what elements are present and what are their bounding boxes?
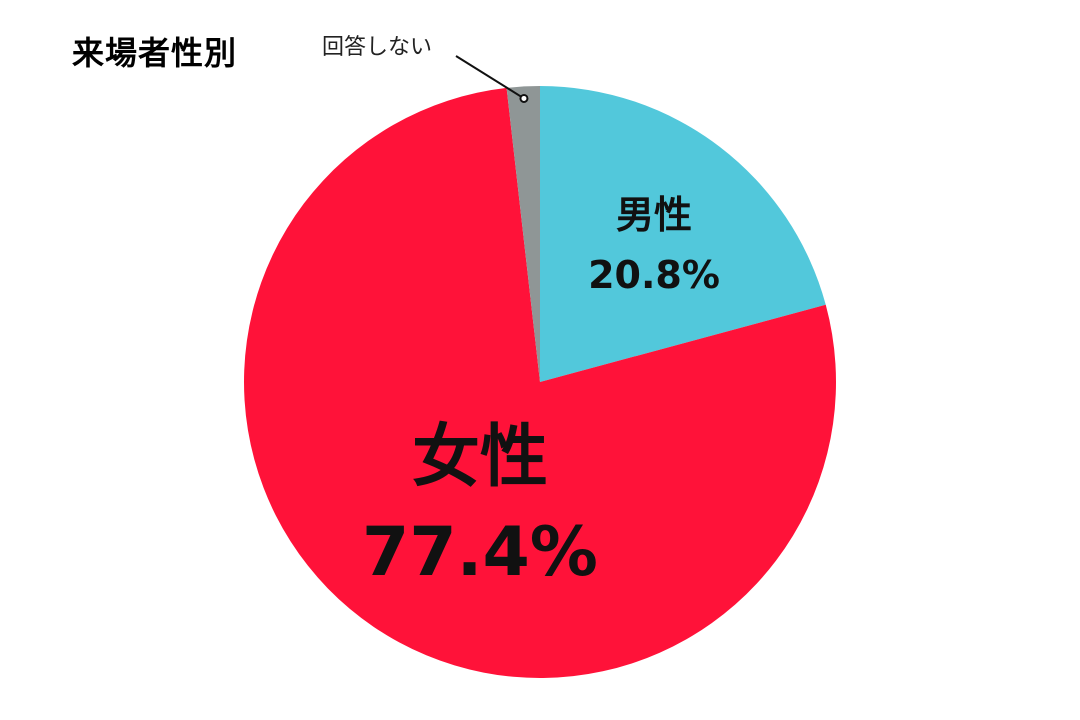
slice-value-label-male: 20.8% xyxy=(588,253,720,297)
slice-value-label-female: 77.4% xyxy=(362,513,598,592)
pie-slice-female xyxy=(244,87,836,678)
pie-slice-no-answer xyxy=(506,86,540,382)
slice-name-label-no-answer: 回答しない xyxy=(322,35,432,60)
callout-leader-line xyxy=(455,55,525,100)
chart-title: 来場者性別 xyxy=(72,34,238,72)
pie-slice-male xyxy=(540,86,826,382)
slice-name-label-female: 女性 xyxy=(412,418,548,497)
slice-name-label-male: 男性 xyxy=(616,193,692,237)
callout-marker-dot xyxy=(519,93,529,103)
